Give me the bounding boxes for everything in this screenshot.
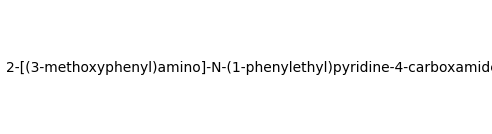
Text: 2-[(3-methoxyphenyl)amino]-N-(1-phenylethyl)pyridine-4-carboxamide: 2-[(3-methoxyphenyl)amino]-N-(1-phenylet…: [6, 61, 492, 75]
